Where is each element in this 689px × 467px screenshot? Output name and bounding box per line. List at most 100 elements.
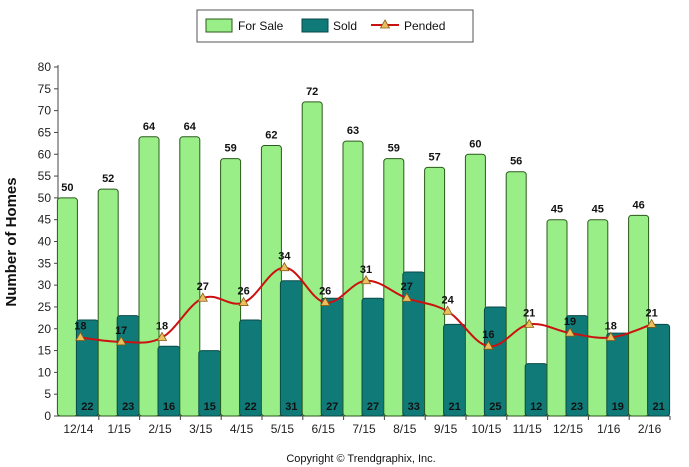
- for-sale-value-label: 64: [184, 121, 197, 133]
- pended-value-label: 19: [564, 316, 576, 328]
- sold-value-label: 16: [163, 401, 175, 413]
- sold-value-label: 21: [448, 401, 460, 413]
- pended-point: [442, 305, 453, 315]
- for-sale-bar: [260, 145, 282, 417]
- x-tick-label: 6/15: [312, 422, 336, 436]
- sold-value-label: 12: [530, 401, 542, 413]
- pended-point: [279, 261, 290, 272]
- pended-point: [116, 336, 127, 346]
- pended-point: [156, 331, 168, 341]
- x-tick-label: 10/15: [471, 422, 501, 436]
- for-sale-bar: [179, 136, 201, 417]
- y-tick-label: 40: [38, 235, 52, 249]
- y-tick-label: 10: [38, 365, 52, 379]
- pended-value-label: 34: [278, 251, 291, 263]
- y-tick-label: 60: [38, 147, 52, 161]
- copyright-footer: Copyright © Trendgraphix, Inc.: [286, 453, 435, 465]
- pended-point: [401, 292, 412, 302]
- sold-bar: [361, 297, 385, 417]
- pended-point: [524, 318, 535, 328]
- x-tick-label: 9/15: [434, 422, 458, 436]
- y-tick-label: 20: [38, 322, 52, 336]
- x-tick-label: 3/15: [189, 422, 213, 436]
- for-sale-value-label: 59: [388, 143, 400, 155]
- for-sale-bar: [464, 153, 486, 417]
- y-tick-label: 50: [38, 191, 52, 205]
- y-tick-label: 75: [38, 82, 52, 96]
- x-tick-label: 2/16: [638, 422, 662, 436]
- sold-bar: [647, 323, 671, 417]
- pended-value-label: 26: [319, 286, 331, 298]
- legend-label-sold: Sold: [333, 19, 357, 33]
- for-sale-bar: [220, 158, 242, 417]
- legend-box: [196, 9, 474, 43]
- sold-value-label: 31: [285, 401, 297, 413]
- sold-value-label: 25: [489, 401, 501, 413]
- for-sale-bar: [342, 140, 364, 417]
- for-sale-bar: [301, 101, 323, 417]
- pended-value-label: 24: [441, 294, 454, 306]
- for-sale-value-label: 57: [428, 151, 440, 163]
- for-sale-value-label: 56: [510, 156, 522, 168]
- for-sale-bar: [56, 197, 78, 417]
- for-sale-value-label: 62: [265, 130, 277, 142]
- sold-value-label: 23: [122, 401, 134, 413]
- sold-bar: [320, 297, 344, 417]
- pended-value-label: 18: [605, 320, 617, 332]
- pended-value-label: 17: [115, 325, 127, 337]
- for-sale-value-label: 59: [224, 143, 236, 155]
- legend: For Sale Sold Pended: [196, 9, 474, 43]
- y-tick-label: 15: [38, 344, 52, 358]
- x-tick-label: 5/15: [271, 422, 295, 436]
- y-tick-label: 30: [38, 278, 52, 292]
- pended-point: [605, 331, 616, 341]
- y-tick-label: 65: [38, 125, 52, 139]
- pended-point: [483, 340, 494, 350]
- pended-point: [75, 331, 86, 341]
- pended-point: [320, 296, 331, 306]
- pended-point: [238, 296, 249, 306]
- x-tick-label: 12/14: [63, 422, 93, 436]
- pended-value-label: 18: [74, 320, 86, 332]
- x-tick-label: 11/15: [513, 422, 542, 436]
- sold-bar: [483, 306, 507, 417]
- for-sale-value-label: 72: [306, 86, 318, 98]
- for-sale-value-label: 45: [551, 204, 563, 216]
- legend-label-pended: Pended: [404, 19, 445, 33]
- for-sale-value-label: 64: [143, 121, 156, 133]
- pended-value-label: 27: [197, 281, 209, 293]
- x-tick-label: 8/15: [393, 422, 417, 436]
- plot-area: 0 5 10 15 20 25 30 35 40 45 50 55 60 65 70 75 80 50 22 12/1…: [38, 60, 671, 436]
- y-tick-label: 0: [44, 409, 51, 423]
- for-sale-bar: [97, 188, 119, 417]
- pended-point: [360, 274, 372, 285]
- y-axis-label: Number of Homes: [3, 177, 20, 306]
- sold-bar: [279, 280, 303, 417]
- for-sale-value-label: 60: [469, 138, 481, 150]
- for-sale-bar: [587, 219, 609, 417]
- sold-value-label: 15: [204, 401, 216, 413]
- legend-marker-pended: [379, 19, 391, 29]
- sold-value-label: 33: [408, 401, 420, 413]
- pended-value-label: 18: [156, 320, 168, 332]
- sold-value-label: 27: [367, 401, 379, 413]
- for-sale-value-label: 52: [102, 173, 114, 185]
- pended-point: [564, 327, 576, 337]
- x-tick-label: 1/15: [108, 422, 132, 436]
- x-tick-label: 7/15: [352, 422, 376, 436]
- for-sale-value-label: 63: [347, 125, 359, 137]
- sold-value-label: 22: [244, 401, 256, 413]
- for-sale-value-label: 50: [61, 182, 73, 194]
- x-tick-label: 4/15: [230, 422, 254, 436]
- for-sale-bar: [138, 136, 160, 417]
- sold-value-label: 22: [81, 401, 93, 413]
- pended-value-label: 21: [645, 307, 657, 319]
- sold-value-label: 21: [652, 401, 664, 413]
- for-sale-value-label: 45: [592, 204, 604, 216]
- y-tick-label: 70: [38, 104, 52, 118]
- sold-value-label: 23: [571, 401, 583, 413]
- legend-label-for-sale: For Sale: [238, 19, 284, 33]
- x-tick-label: 1/16: [597, 422, 621, 436]
- sold-value-label: 27: [326, 401, 338, 413]
